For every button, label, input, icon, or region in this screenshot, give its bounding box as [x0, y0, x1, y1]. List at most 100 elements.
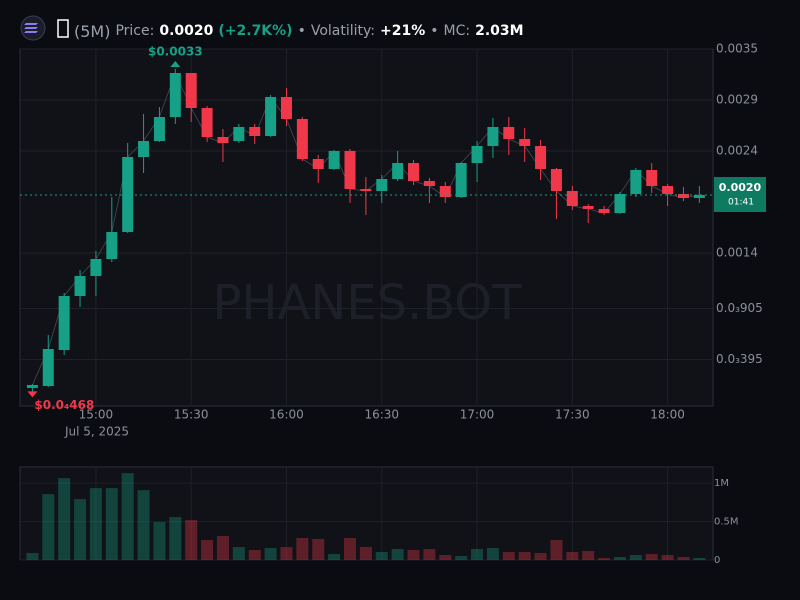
- candle-body: [265, 97, 277, 136]
- candle-body: [90, 259, 102, 276]
- y-tick-label: 0.0014: [716, 246, 758, 260]
- candle-body: [185, 73, 197, 108]
- volume-bar: [407, 550, 420, 560]
- watermark: PHANES.BOT: [212, 275, 522, 331]
- candle-body: [217, 137, 229, 143]
- x-tick-label: 17:00: [460, 408, 495, 422]
- candle-body: [471, 146, 483, 163]
- volume-bar: [74, 499, 87, 560]
- volatility-label: Volatility:: [310, 23, 376, 39]
- y-tick-label: 0.0035: [716, 42, 758, 56]
- x-date-label: Jul 5, 2025: [64, 425, 129, 439]
- x-tick-label: 16:30: [364, 408, 399, 422]
- volume-bar: [216, 536, 229, 560]
- volume-bar: [185, 520, 198, 560]
- price-tag-label: 0.0020: [719, 181, 762, 194]
- interval: (5M): [74, 21, 111, 41]
- mc: 2.03M: [475, 23, 524, 39]
- x-tick-label: 15:30: [174, 408, 209, 422]
- volume-bar: [264, 548, 277, 560]
- volume-bar: [439, 555, 452, 560]
- chain-logo-mark: [24, 23, 38, 33]
- volume-tick-label: 1M: [714, 478, 729, 489]
- candle-body: [312, 159, 324, 169]
- candle-body: [26, 385, 38, 388]
- volume-bar: [312, 539, 325, 560]
- candle-body: [439, 186, 451, 197]
- volume-bar: [518, 552, 531, 560]
- volume-bar: [598, 558, 611, 560]
- volume-bar: [137, 490, 150, 560]
- candle-body: [344, 151, 356, 189]
- volume-bar: [375, 552, 388, 560]
- volume-bar: [645, 554, 658, 560]
- volume-bar: [169, 517, 182, 560]
- candle-body: [392, 163, 404, 179]
- candle-body: [598, 209, 610, 213]
- low-marker: [27, 391, 38, 398]
- candle-body: [614, 194, 626, 213]
- header: (5M) Price: 0.0020 (+2.7K%) • Volatility…: [74, 20, 524, 42]
- candle-body: [153, 117, 165, 141]
- volume-bar: [486, 548, 499, 560]
- mc-label: MC:: [443, 23, 471, 39]
- volume-panel: [19, 466, 714, 561]
- volume-tick-label: 0: [714, 555, 720, 566]
- volume-bar: [105, 488, 118, 560]
- candle-body: [408, 163, 420, 181]
- change: (+2.7K%): [218, 23, 293, 39]
- candle-body: [42, 349, 54, 386]
- volume-bar: [232, 547, 245, 560]
- candle-body: [662, 186, 674, 194]
- candle-body: [328, 151, 340, 169]
- volume-bar: [391, 549, 404, 560]
- volume-bar: [613, 557, 626, 560]
- volume-bar: [121, 473, 134, 560]
- candle-body: [455, 163, 467, 197]
- candle-body: [280, 97, 292, 119]
- candle-body: [677, 194, 689, 198]
- candle-body: [487, 127, 499, 146]
- candle-body: [503, 127, 515, 139]
- volume-bar: [296, 538, 309, 560]
- price-label: Price:: [115, 23, 155, 39]
- volume-bar: [629, 555, 642, 560]
- volume-bar: [455, 556, 468, 560]
- candle-body: [646, 170, 658, 186]
- high-marker: [170, 61, 181, 67]
- candle-body: [58, 296, 70, 350]
- volume-bar: [359, 547, 372, 560]
- y-tick-label: 0.0029: [716, 93, 758, 107]
- x-tick-label: 17:30: [555, 408, 590, 422]
- separator: •: [297, 23, 306, 39]
- volume-bar: [566, 552, 579, 560]
- candle-body: [360, 189, 372, 191]
- volume-bar: [550, 540, 563, 560]
- volume-bar: [471, 549, 484, 560]
- volume-bar: [423, 549, 436, 560]
- candle-body: [201, 108, 213, 137]
- candle-body: [122, 157, 134, 232]
- price: 0.0020: [159, 23, 214, 39]
- volume-bar: [280, 547, 293, 560]
- candle-body: [74, 276, 86, 296]
- volume-bar: [201, 540, 214, 560]
- x-tick-label: 16:00: [269, 408, 304, 422]
- volume-bar: [153, 522, 166, 560]
- y-tick-label: 0.0₃395: [716, 352, 763, 366]
- volume-tick-label: 0.5M: [714, 517, 739, 528]
- volume-bar: [582, 551, 595, 560]
- volatility: +21%: [380, 23, 426, 39]
- candle-body: [630, 170, 642, 194]
- candle-body: [423, 181, 435, 186]
- candle-body: [106, 232, 118, 259]
- volume-bar: [502, 552, 515, 560]
- candle-body: [233, 127, 245, 141]
- token-icon: [57, 19, 69, 38]
- candle-body: [249, 127, 261, 136]
- candle-body: [582, 206, 594, 209]
- candle-body: [693, 195, 705, 198]
- volume-bar: [534, 553, 547, 560]
- separator: •: [430, 23, 439, 39]
